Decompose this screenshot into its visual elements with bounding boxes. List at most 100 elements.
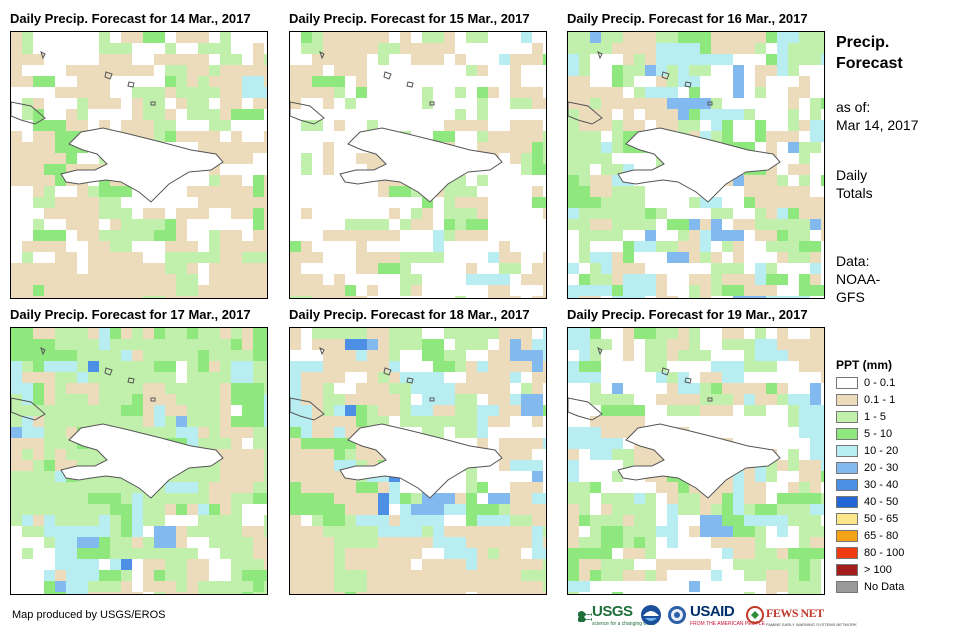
data-label: Data: [836, 253, 870, 269]
coastline-outline [568, 101, 603, 125]
noaa-seal-icon [641, 605, 661, 625]
hispaniola-outline [617, 423, 781, 499]
usgs-logo: USGS science for a changing world [578, 603, 655, 627]
coastline-outline [684, 377, 692, 384]
daily-label: Daily [836, 167, 868, 183]
coastline-outline [40, 51, 46, 60]
forecast-map-5 [289, 327, 547, 595]
legend-swatch [836, 564, 858, 576]
legend-label: > 100 [864, 564, 892, 576]
legend-swatch [836, 428, 858, 440]
legend-item: 50 - 65 [836, 512, 898, 526]
legend-label: 1 - 5 [864, 411, 887, 423]
coastline-outline [40, 347, 46, 356]
coastline-outline [429, 101, 435, 106]
as-of-date: Mar 14, 2017 [836, 117, 919, 133]
forecast-map-3 [567, 31, 825, 299]
doc-seal-logo [667, 603, 687, 627]
legend-label: 40 - 50 [864, 496, 899, 508]
usaid-logo-text: USAID [690, 603, 735, 620]
hispaniola-outline [60, 127, 224, 203]
forecast-map-6 [567, 327, 825, 595]
hispaniola-outline [339, 127, 503, 203]
coastline-outline [150, 101, 156, 106]
hispaniola-outline [60, 423, 224, 499]
data-source-line2: GFS [836, 289, 865, 305]
fewsnet-globe-icon [746, 606, 764, 624]
legend-item: 0.1 - 1 [836, 393, 895, 407]
legend-label: 10 - 20 [864, 445, 899, 457]
legend-swatch [836, 445, 858, 457]
panel-title-1: Daily Precip. Forecast for 14 Mar., 2017 [10, 11, 251, 26]
coastline-outline [290, 397, 325, 421]
panel-title-6: Daily Precip. Forecast for 19 Mar., 2017 [567, 307, 808, 322]
legend-label: 5 - 10 [864, 428, 893, 440]
panel-title-4: Daily Precip. Forecast for 17 Mar., 2017 [10, 307, 251, 322]
legend-item: 40 - 50 [836, 495, 898, 509]
legend-label: 65 - 80 [864, 530, 899, 542]
legend-item: 65 - 80 [836, 529, 898, 543]
coastline-outline [150, 397, 156, 402]
legend-swatch [836, 394, 858, 406]
hispaniola-outline [617, 127, 781, 203]
legend-swatch [836, 581, 858, 593]
coastline-outline [383, 71, 392, 80]
coastline-outline [127, 377, 135, 384]
legend-item: 0 - 0.1 [836, 376, 895, 390]
legend-label: 20 - 30 [864, 462, 899, 474]
coastline-outline [707, 397, 713, 402]
fewsnet-tagline: FAMINE EARLY WARNING SYSTEMS NETWORK [766, 621, 857, 627]
usgs-logo-text: USGS [592, 603, 633, 620]
side-title-line1: Precip. [836, 34, 890, 51]
legend-label: 0.1 - 1 [864, 394, 896, 406]
totals-label: Totals [836, 185, 873, 201]
side-title-line2: Forecast [836, 55, 903, 72]
legend-item: 10 - 20 [836, 444, 898, 458]
coastline-outline [597, 51, 603, 60]
legend-label: 0 - 0.1 [864, 377, 896, 389]
hispaniola-outline [339, 423, 503, 499]
legend-swatch [836, 530, 858, 542]
panel-title-3: Daily Precip. Forecast for 16 Mar., 2017 [567, 11, 808, 26]
legend-swatch [836, 462, 858, 474]
coastline-outline [104, 367, 113, 376]
coastline-outline [661, 367, 670, 376]
usgs-wave-icon [578, 611, 592, 622]
coastline-outline [290, 101, 325, 125]
coastline-outline [707, 101, 713, 106]
panel-title-2: Daily Precip. Forecast for 15 Mar., 2017 [289, 11, 530, 26]
legend-swatch [836, 377, 858, 389]
usaid-tagline: FROM THE AMERICAN PEOPLE [690, 621, 765, 627]
legend-label: No Data [864, 581, 905, 593]
coastline-outline [11, 101, 46, 125]
data-source-line1: NOAA- [836, 271, 881, 287]
legend-item: No Data [836, 580, 904, 594]
coastline-outline [127, 81, 135, 88]
legend-item: 1 - 5 [836, 410, 886, 424]
usaid-logo: USAID FROM THE AMERICAN PEOPLE [690, 603, 765, 627]
legend-swatch [836, 513, 858, 525]
coastline-outline [406, 377, 414, 384]
legend-item: 5 - 10 [836, 427, 892, 441]
map-credit: Map produced by USGS/EROS [12, 609, 166, 621]
legend-title: PPT (mm) [836, 358, 893, 372]
coastline-outline [319, 51, 325, 60]
usgs-tagline: science for a changing world [592, 621, 656, 627]
fewsnet-logo-text: FEWS NET [766, 605, 824, 620]
coastline-outline [383, 367, 392, 376]
coastline-outline [661, 71, 670, 80]
legend-swatch [836, 496, 858, 508]
coastline-outline [11, 397, 46, 421]
coastline-outline [319, 347, 325, 356]
data-source-block: Data: NOAA- GFS [836, 252, 880, 306]
coastline-outline [429, 397, 435, 402]
side-title: Precip. Forecast [836, 32, 903, 74]
coastline-outline [568, 397, 603, 421]
legend-item: 80 - 100 [836, 546, 904, 560]
coastline-outline [104, 71, 113, 80]
forecast-map-2 [289, 31, 547, 299]
as-of-label: as of: [836, 99, 871, 115]
legend-label: 80 - 100 [864, 547, 905, 559]
fewsnet-logo: FEWS NET FAMINE EARLY WARNING SYSTEMS NE… [746, 603, 857, 627]
legend-label: 50 - 65 [864, 513, 899, 525]
